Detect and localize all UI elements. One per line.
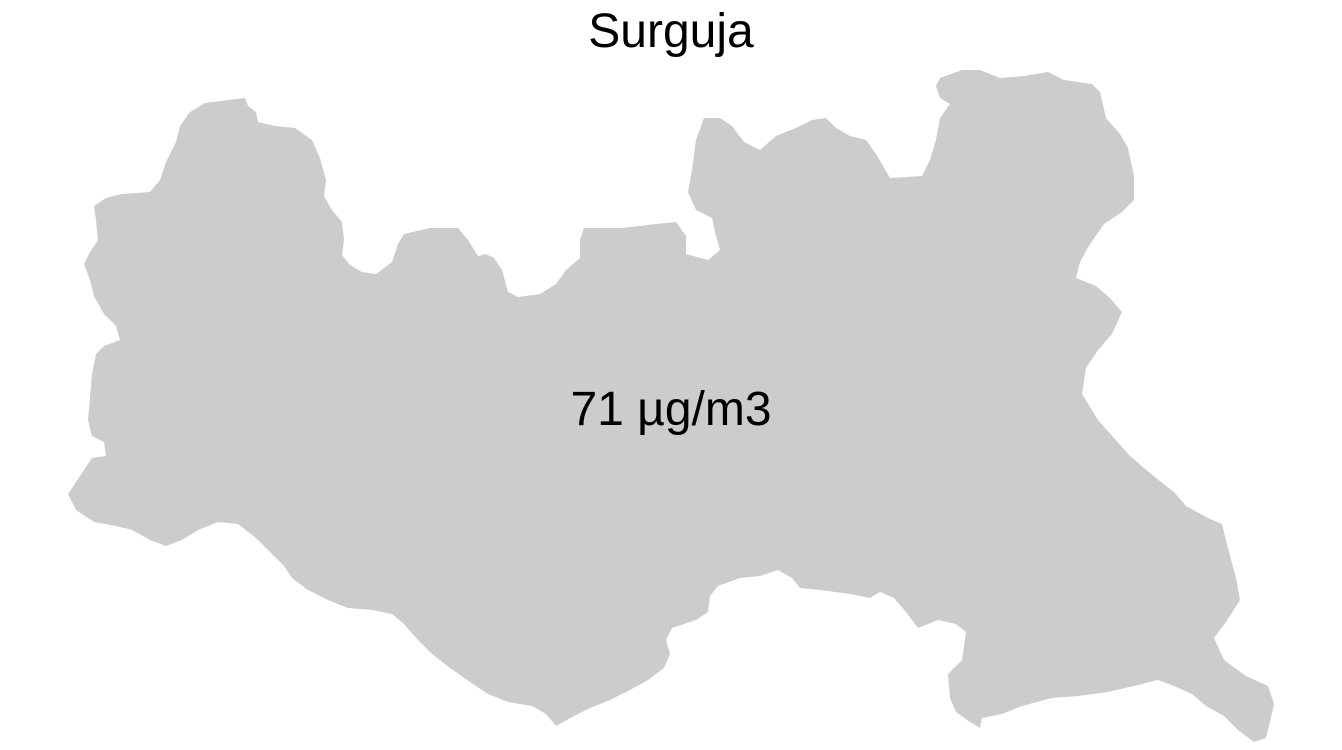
map-title: Surguja — [588, 5, 754, 58]
pollution-value-label: 71 µg/m3 — [570, 383, 772, 436]
district-boundary-surguja — [68, 70, 1274, 742]
